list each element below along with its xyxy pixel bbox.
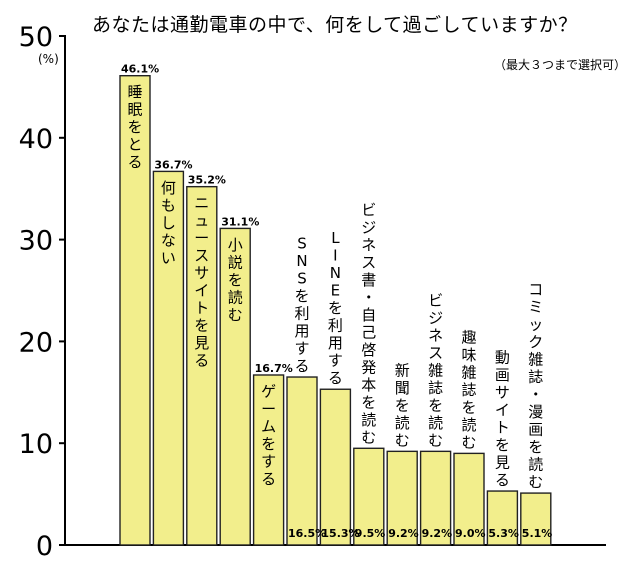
bar: [419, 450, 452, 546]
y-tick-label: 30: [19, 226, 53, 257]
bar-value-label: 31.1%: [221, 215, 259, 228]
y-axis-unit: (%): [38, 52, 59, 66]
bar-value-label: 35.2%: [188, 174, 226, 187]
bar-category-label: S N S を利用する: [294, 235, 309, 376]
bar-value-label: 46.1%: [121, 63, 159, 76]
bar-value-label: 16.7%: [255, 362, 293, 375]
bar-category-label: 小説を読む: [228, 236, 243, 324]
bar-value-label: 9.0%: [455, 527, 486, 540]
bar-value-label: 16.5%: [288, 527, 326, 540]
chart-subtitle: （最大３つまで選択可）: [493, 58, 626, 72]
bars: [119, 75, 552, 546]
bar-category-label: ニュースサイトを見る: [194, 194, 209, 370]
bar-value-label: 36.7%: [154, 158, 192, 171]
bar: [353, 447, 385, 546]
bar: [119, 75, 151, 546]
y-tick-label: 50: [19, 22, 53, 53]
bar-value-label: 5.1%: [522, 527, 553, 540]
bar-value-label: 9.2%: [422, 527, 453, 540]
bar-value-label: 9.2%: [388, 527, 419, 540]
bar-category-label: 動画サイトを見る: [495, 349, 510, 490]
bar: [453, 452, 485, 546]
bar-category-label: コミック雑誌・漫画を読む: [528, 281, 543, 492]
y-tick-label: 0: [36, 531, 53, 562]
y-tick-label: 20: [19, 327, 53, 358]
bar-category-label: 何もしない: [161, 179, 176, 267]
bar: [520, 492, 552, 546]
bar: [319, 388, 352, 546]
bar: [252, 374, 285, 546]
bar-category-label: ビジネス書・自己啓発本を読む: [361, 201, 376, 446]
bar-value-label: 5.3%: [488, 527, 519, 540]
bar-category-label: ビジネス雑誌を読む: [428, 291, 443, 449]
bar: [486, 490, 519, 546]
bar: [219, 227, 251, 546]
chart-title: あなたは通勤電車の中で、何をして過ごしていますか？: [92, 14, 578, 36]
bar: [286, 376, 318, 546]
bar-category-label: L I N E を利用する: [328, 229, 343, 387]
bar-category-label: 睡眠をとる: [127, 83, 142, 171]
bar: [152, 170, 185, 546]
labels: 46.1% 睡眠をとる 36.7% 何もしない 35.2% ニュースサイトを見る 31.1%…: [121, 63, 552, 540]
bar-value-label: 9.5%: [355, 527, 386, 540]
bar-category-label: 趣味雑誌を読む: [461, 328, 476, 451]
axes: 0 10 20 30 40 50: [19, 22, 606, 562]
bar: [186, 185, 218, 546]
y-tick-label: 10: [19, 429, 53, 460]
bar-value-label: 15.3%: [321, 527, 359, 540]
bar-category-label: 新聞を読む: [395, 361, 410, 449]
bar: [386, 450, 418, 546]
bar-category-label: ゲームをする: [261, 382, 276, 488]
y-tick-label: 40: [19, 124, 53, 155]
